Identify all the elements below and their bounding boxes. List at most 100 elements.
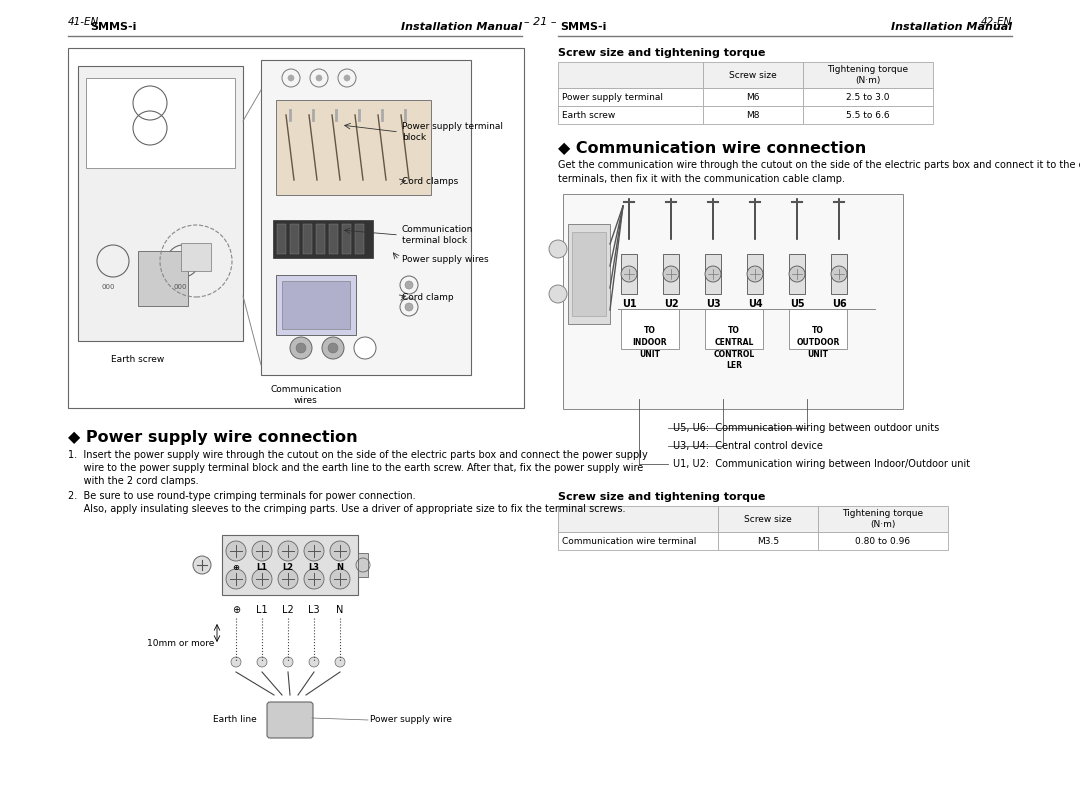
Bar bbox=[222, 535, 357, 595]
Circle shape bbox=[303, 541, 324, 561]
Circle shape bbox=[663, 266, 679, 282]
Text: Cord clamps: Cord clamps bbox=[402, 178, 458, 187]
Text: U1: U1 bbox=[622, 299, 636, 309]
Circle shape bbox=[831, 266, 847, 282]
Bar bbox=[831, 254, 847, 294]
Bar bbox=[68, 48, 524, 408]
Text: – 21 –: – 21 – bbox=[524, 17, 556, 27]
Text: Screw size: Screw size bbox=[744, 514, 792, 524]
Text: Communication wire terminal: Communication wire terminal bbox=[562, 537, 697, 545]
Text: Power supply wires: Power supply wires bbox=[402, 256, 488, 264]
Text: ⊕: ⊕ bbox=[232, 605, 240, 615]
Bar bbox=[718, 532, 818, 550]
Bar bbox=[303, 224, 312, 254]
Text: Earth screw: Earth screw bbox=[111, 355, 164, 364]
Bar bbox=[804, 106, 933, 124]
Circle shape bbox=[252, 569, 272, 589]
Circle shape bbox=[330, 541, 350, 561]
Text: 000: 000 bbox=[173, 284, 187, 290]
Text: 0.80 to 0.96: 0.80 to 0.96 bbox=[855, 537, 910, 545]
Text: SMMS-i: SMMS-i bbox=[90, 22, 136, 32]
Bar bbox=[558, 532, 718, 550]
Circle shape bbox=[328, 343, 338, 353]
Text: 10mm or more: 10mm or more bbox=[147, 638, 214, 647]
Text: M3.5: M3.5 bbox=[757, 537, 779, 545]
Text: L1: L1 bbox=[256, 605, 268, 615]
Circle shape bbox=[252, 541, 272, 561]
Bar bbox=[703, 88, 804, 106]
Circle shape bbox=[283, 657, 293, 667]
Text: ◆ Communication wire connection: ◆ Communication wire connection bbox=[558, 140, 866, 155]
Circle shape bbox=[330, 569, 350, 589]
Bar bbox=[276, 224, 286, 254]
Circle shape bbox=[226, 541, 246, 561]
Circle shape bbox=[288, 75, 294, 81]
Circle shape bbox=[405, 303, 413, 311]
Bar bbox=[558, 88, 703, 106]
Text: with the 2 cord clamps.: with the 2 cord clamps. bbox=[68, 476, 199, 486]
Circle shape bbox=[549, 285, 567, 303]
Text: U4: U4 bbox=[747, 299, 762, 309]
Circle shape bbox=[335, 657, 345, 667]
Bar bbox=[621, 254, 637, 294]
Text: 41-EN: 41-EN bbox=[68, 17, 99, 27]
Text: TO
INDOOR
UNIT: TO INDOOR UNIT bbox=[633, 326, 667, 359]
FancyBboxPatch shape bbox=[267, 702, 313, 738]
Text: Also, apply insulating sleeves to the crimping parts. Use a driver of appropriat: Also, apply insulating sleeves to the cr… bbox=[68, 504, 625, 514]
Bar bbox=[804, 62, 933, 88]
Bar bbox=[261, 60, 471, 375]
Bar bbox=[291, 224, 299, 254]
Bar bbox=[329, 224, 338, 254]
Bar bbox=[357, 553, 368, 577]
Bar bbox=[558, 62, 703, 88]
Bar bbox=[138, 251, 188, 306]
Text: M6: M6 bbox=[746, 92, 759, 102]
Text: M8: M8 bbox=[746, 111, 759, 119]
Bar bbox=[747, 254, 762, 294]
Text: wire to the power supply terminal block and the earth line to the earth screw. A: wire to the power supply terminal block … bbox=[68, 463, 644, 473]
Circle shape bbox=[278, 541, 298, 561]
Text: Screw size: Screw size bbox=[729, 70, 777, 79]
Circle shape bbox=[747, 266, 762, 282]
Bar bbox=[86, 78, 235, 168]
Text: L3: L3 bbox=[308, 605, 320, 615]
Text: Screw size and tightening torque: Screw size and tightening torque bbox=[558, 48, 766, 58]
Bar bbox=[282, 281, 350, 329]
Circle shape bbox=[354, 337, 376, 359]
Text: U3: U3 bbox=[705, 299, 720, 309]
Circle shape bbox=[309, 657, 319, 667]
Circle shape bbox=[405, 281, 413, 289]
Bar bbox=[703, 62, 804, 88]
Text: N: N bbox=[337, 562, 343, 571]
Bar bbox=[276, 100, 431, 195]
Bar bbox=[789, 309, 847, 349]
Text: U3, U4:  Central control device: U3, U4: Central control device bbox=[673, 441, 823, 451]
Text: 000: 000 bbox=[102, 284, 114, 290]
Circle shape bbox=[291, 337, 312, 359]
Circle shape bbox=[193, 556, 211, 574]
Bar bbox=[355, 224, 364, 254]
Circle shape bbox=[789, 266, 805, 282]
Text: N: N bbox=[336, 605, 343, 615]
Bar bbox=[342, 224, 351, 254]
Text: L2: L2 bbox=[283, 562, 294, 571]
Bar bbox=[558, 106, 703, 124]
Circle shape bbox=[621, 266, 637, 282]
Text: 1.  Insert the power supply wire through the cutout on the side of the electric : 1. Insert the power supply wire through … bbox=[68, 450, 648, 460]
Bar bbox=[818, 532, 948, 550]
Text: Communication
terminal block: Communication terminal block bbox=[402, 225, 473, 245]
Bar bbox=[705, 254, 721, 294]
Text: ◆ Power supply wire connection: ◆ Power supply wire connection bbox=[68, 430, 357, 445]
Text: Power supply wire: Power supply wire bbox=[370, 715, 453, 724]
Bar bbox=[78, 66, 243, 341]
Circle shape bbox=[316, 75, 322, 81]
Bar bbox=[621, 309, 679, 349]
Text: Installation Manual: Installation Manual bbox=[891, 22, 1012, 32]
Text: U1, U2:  Communication wiring between Indoor/Outdoor unit: U1, U2: Communication wiring between Ind… bbox=[673, 459, 970, 469]
Bar bbox=[558, 506, 718, 532]
Circle shape bbox=[705, 266, 721, 282]
Text: U5: U5 bbox=[789, 299, 805, 309]
Text: Tightening torque
(N·m): Tightening torque (N·m) bbox=[842, 509, 923, 529]
Bar bbox=[568, 224, 610, 324]
Bar bbox=[273, 220, 373, 258]
